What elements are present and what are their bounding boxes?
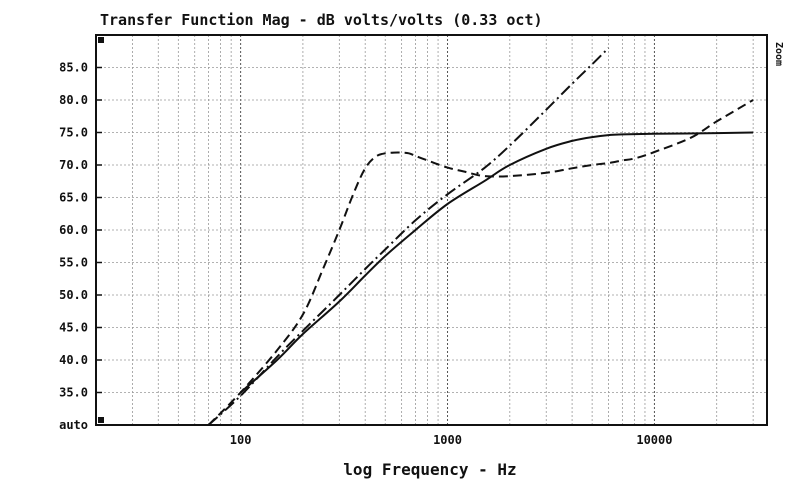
x-tick-labels: 100 1000 10000 (230, 433, 673, 447)
grid (96, 35, 767, 425)
y-tick-label: 85.0 (59, 61, 88, 75)
y-tick-label: auto (59, 418, 88, 432)
zoom-label[interactable]: Zoom (773, 42, 784, 66)
series-line-solid (239, 131, 754, 394)
x-axis-label: log Frequency - Hz (343, 460, 516, 479)
y-tick-label: 65.0 (59, 191, 88, 205)
y-tick-label: 70.0 (59, 158, 88, 172)
y-tick-label: 35.0 (59, 386, 88, 400)
series-line-dashdot (207, 47, 610, 426)
frame-marker (98, 417, 104, 423)
x-tick-label: 100 (230, 433, 252, 447)
x-tick-label: 10000 (636, 433, 672, 447)
x-tick-label: 1000 (433, 433, 462, 447)
chart-title: Transfer Function Mag - dB volts/volts (… (100, 11, 543, 29)
series-line-dashed (207, 99, 754, 426)
frame-marker (98, 37, 104, 43)
frame-markers (96, 37, 104, 426)
y-tick-label: 45.0 (59, 321, 88, 335)
y-tick-label: 50.0 (59, 288, 88, 302)
y-tick-label: 60.0 (59, 223, 88, 237)
y-tick-label: 40.0 (59, 353, 88, 367)
y-tick-label: 75.0 (59, 126, 88, 140)
y-tick-label: 55.0 (59, 256, 88, 270)
y-tick-label: 80.0 (59, 93, 88, 107)
series-group (207, 47, 754, 426)
y-tick-labels: auto 35.0 40.0 45.0 50.0 55.0 60.0 65.0 70.0 75.0… (59, 61, 88, 433)
